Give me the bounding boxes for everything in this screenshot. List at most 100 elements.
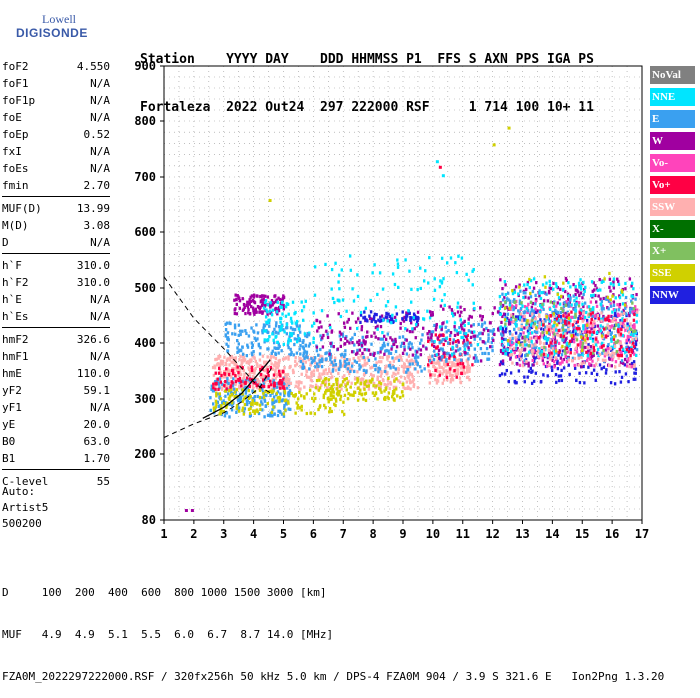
- echo-point: [575, 289, 579, 293]
- echo-point: [567, 363, 570, 367]
- echo-point: [557, 379, 561, 383]
- echo-point: [539, 303, 542, 308]
- echo-point: [627, 358, 630, 362]
- echo-point: [277, 342, 281, 346]
- echo-point: [436, 345, 439, 349]
- echo-point: [485, 346, 489, 351]
- echo-point: [585, 358, 589, 363]
- echo-point: [399, 321, 402, 326]
- echo-point: [624, 357, 627, 362]
- echo-point: [596, 340, 599, 344]
- autoscaling-info: Auto: Artist5 500200: [2, 484, 48, 532]
- echo-point: [369, 366, 372, 370]
- echo-point: [602, 279, 605, 283]
- echo-point: [449, 334, 452, 338]
- echo-point: [433, 366, 437, 370]
- echo-point: [248, 311, 252, 316]
- echo-point: [552, 360, 556, 364]
- echo-point: [350, 350, 354, 354]
- echo-point: [545, 364, 549, 368]
- echo-point: [463, 323, 466, 328]
- echo-point: [299, 387, 302, 391]
- param-row: foF2 4.550: [2, 58, 110, 75]
- echo-point: [455, 375, 458, 379]
- echo-point: [273, 364, 276, 368]
- x-tick-label: 2: [190, 527, 197, 541]
- echo-point: [259, 299, 263, 303]
- echo-point: [471, 283, 474, 287]
- echo-point: [289, 352, 293, 356]
- echo-point: [578, 371, 581, 375]
- echo-point: [592, 288, 596, 292]
- echo-point: [587, 314, 591, 319]
- echo-point: [386, 319, 389, 323]
- echo-point: [381, 287, 385, 291]
- echo-point: [547, 331, 551, 335]
- echo-point: [504, 322, 507, 326]
- echo-point: [527, 364, 530, 368]
- echo-point: [532, 314, 536, 318]
- echo-point: [606, 347, 609, 351]
- echo-point: [411, 379, 415, 383]
- echo-point: [282, 307, 285, 311]
- echo-point: [463, 344, 466, 348]
- echo-point: [578, 330, 582, 334]
- echo-point: [273, 412, 276, 416]
- echo-point: [541, 330, 544, 335]
- echo-point: [455, 344, 458, 348]
- echo-point: [319, 347, 322, 352]
- echo-point: [360, 328, 363, 332]
- echo-point: [568, 344, 571, 348]
- echo-point: [523, 359, 526, 363]
- echo-point: [318, 386, 322, 390]
- param-name: C-level: [2, 475, 49, 488]
- echo-point: [523, 335, 526, 339]
- echo-point: [513, 327, 516, 331]
- echo-point: [557, 310, 560, 315]
- echo-point: [571, 356, 575, 360]
- echo-point: [254, 381, 257, 385]
- echo-point: [230, 400, 234, 404]
- echo-point: [356, 340, 359, 344]
- echo-point: [501, 287, 504, 291]
- echo-point: [341, 298, 345, 302]
- echo-point: [519, 318, 522, 322]
- echo-point: [285, 402, 288, 406]
- param-value: 1.70: [83, 452, 111, 465]
- echo-point: [360, 325, 364, 329]
- echo-point: [479, 337, 482, 341]
- echo-point: [294, 384, 298, 388]
- echo-point: [519, 357, 523, 361]
- echo-point: [634, 331, 638, 335]
- echo-point: [585, 333, 588, 337]
- echo-point: [531, 358, 534, 363]
- echo-point: [585, 350, 588, 354]
- echo-point: [340, 387, 343, 391]
- echo-point: [614, 334, 617, 338]
- echo-point: [285, 376, 289, 380]
- echo-point: [514, 336, 517, 340]
- echo-point: [337, 298, 340, 302]
- echo-point: [377, 360, 381, 364]
- echo-point: [306, 356, 309, 360]
- echo-point: [277, 331, 280, 335]
- echo-point: [225, 387, 228, 391]
- echo-point: [574, 315, 577, 319]
- echo-point: [435, 361, 438, 365]
- echo-point: [548, 291, 551, 295]
- echo-point: [448, 369, 451, 373]
- echo-point: [374, 325, 378, 330]
- echo-point: [309, 411, 312, 415]
- echo-point: [585, 310, 588, 315]
- echo-point: [426, 363, 430, 367]
- echo-point: [607, 343, 610, 347]
- echo-point: [467, 329, 471, 333]
- param-value: N/A: [90, 350, 110, 363]
- echo-point: [300, 359, 304, 364]
- footer-distance-row: D 100 200 400 600 800 1000 1500 3000 [km…: [2, 586, 327, 599]
- echo-point: [245, 331, 248, 336]
- echo-point: [233, 390, 237, 394]
- echo-point: [352, 356, 355, 361]
- echo-point: [462, 321, 465, 325]
- echo-point: [275, 310, 279, 314]
